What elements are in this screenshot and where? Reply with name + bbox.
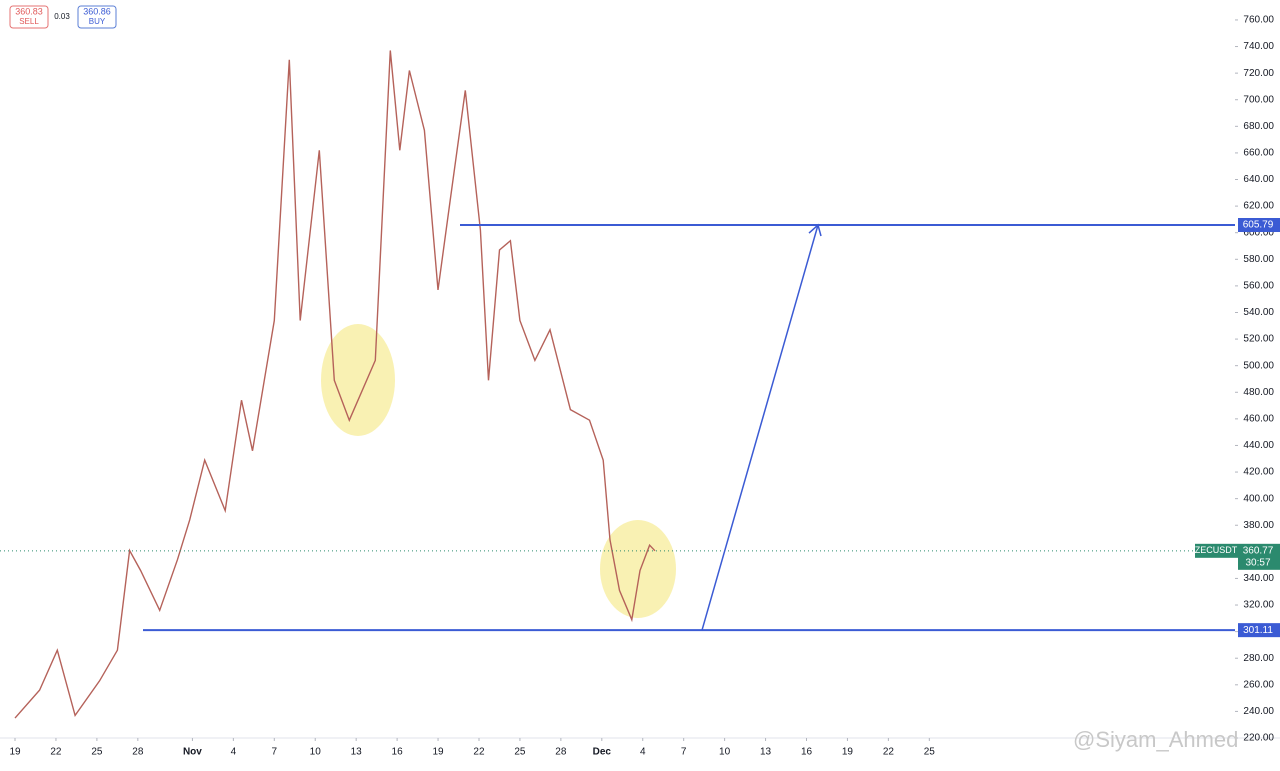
y-tick-label: 600.00 (1243, 227, 1274, 238)
arrow-head (808, 223, 822, 237)
y-tick-label: 640.00 (1243, 174, 1274, 185)
symbol-label: ZECUSDT (1195, 545, 1238, 555)
x-tick-label: 16 (392, 747, 404, 758)
y-tick-label: 280.00 (1243, 653, 1274, 664)
sell-label: SELL (19, 17, 39, 26)
level-price-box (1238, 623, 1280, 638)
x-tick-label: 10 (719, 747, 731, 758)
y-tick-label: 560.00 (1243, 281, 1274, 292)
symbol-box (1195, 543, 1238, 558)
x-tick-label: 22 (883, 747, 895, 758)
highlight (321, 324, 395, 436)
x-tick-label: 22 (473, 747, 485, 758)
y-tick-label: 440.00 (1243, 440, 1274, 451)
x-tick-label: Nov (183, 747, 202, 758)
price-line (14, 50, 656, 719)
y-tick-label: 620.00 (1243, 201, 1274, 212)
y-tick-label: 540.00 (1243, 307, 1274, 318)
y-tick-label: 520.00 (1243, 334, 1274, 345)
last-price-box (1238, 543, 1280, 570)
y-tick-label: 580.00 (1243, 254, 1274, 265)
y-tick-label: 480.00 (1243, 387, 1274, 398)
y-tick-label: 400.00 (1243, 493, 1274, 504)
y-tick-label: 340.00 (1243, 573, 1274, 584)
last-price-label: 360.77 (1243, 545, 1274, 556)
y-tick-label: 500.00 (1243, 360, 1274, 371)
level-price-label: 605.79 (1243, 220, 1274, 231)
sell-box[interactable] (9, 5, 49, 29)
watermark: @Siyam_Ahmed (1073, 727, 1238, 752)
x-tick-label: 22 (50, 747, 62, 758)
x-tick-label: 19 (842, 747, 854, 758)
sell-price: 360.83 (15, 6, 43, 16)
y-tick-label: 220.00 (1243, 733, 1274, 744)
x-tick-label: 10 (310, 747, 322, 758)
x-tick-label: 19 (9, 747, 21, 758)
y-tick-label: 260.00 (1243, 679, 1274, 690)
y-tick-label: 320.00 (1243, 600, 1274, 611)
y-tick-label: 460.00 (1243, 414, 1274, 425)
y-tick-label: 680.00 (1243, 121, 1274, 132)
x-tick-label: Dec (593, 747, 612, 758)
buy-label: BUY (89, 17, 106, 26)
x-tick-label: 28 (555, 747, 567, 758)
x-tick-label: 13 (760, 747, 772, 758)
y-tick-label: 700.00 (1243, 94, 1274, 105)
projection-arrow (701, 224, 819, 631)
x-tick-label: 25 (924, 747, 936, 758)
x-tick-label: 13 (351, 747, 363, 758)
level-price-label: 301.11 (1243, 625, 1273, 636)
highlight (600, 520, 676, 618)
y-tick-label: 660.00 (1243, 148, 1274, 159)
x-tick-label: 4 (231, 747, 237, 758)
y-tick-label: 420.00 (1243, 467, 1274, 478)
x-tick-label: 25 (91, 747, 103, 758)
y-tick-label: 720.00 (1243, 68, 1274, 79)
x-tick-label: 16 (801, 747, 813, 758)
countdown-label: 30:57 (1245, 557, 1270, 568)
y-tick-label: 380.00 (1243, 520, 1274, 531)
buy-price: 360.86 (83, 6, 111, 16)
y-tick-label: 240.00 (1243, 706, 1274, 717)
y-tick-label: 760.00 (1243, 15, 1274, 26)
spread: 0.03 (54, 12, 70, 21)
x-tick-label: 28 (132, 747, 144, 758)
y-tick-label: 740.00 (1243, 41, 1274, 52)
x-tick-label: 19 (432, 747, 444, 758)
level-price-box (1238, 218, 1280, 233)
x-tick-label: 25 (514, 747, 526, 758)
x-tick-label: 7 (272, 747, 278, 758)
buy-box[interactable] (77, 5, 117, 29)
x-tick-label: 7 (681, 747, 687, 758)
x-tick-label: 4 (640, 747, 646, 758)
